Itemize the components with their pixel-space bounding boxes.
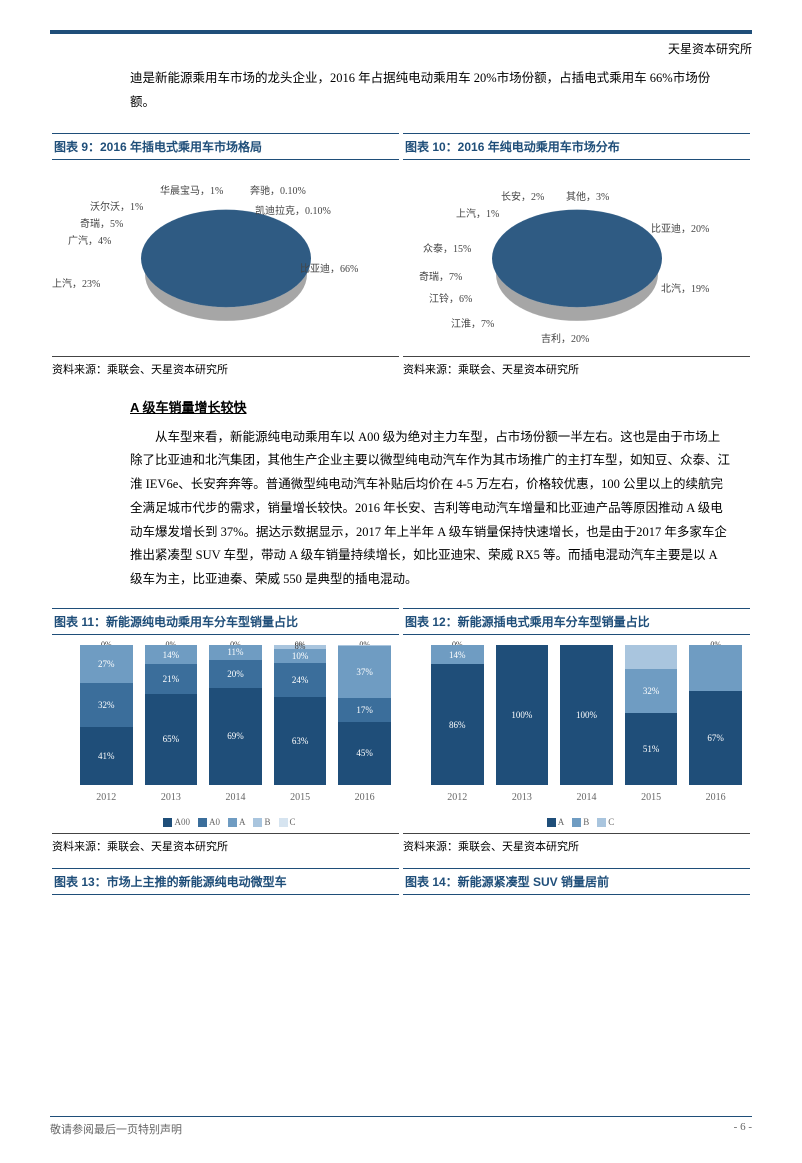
footer: 敬请参阅最后一页特别声明 - 6 - [50, 1116, 752, 1137]
exhibit-14-title: 图表 14：新能源紧凑型 SUV 销量居前 [403, 868, 750, 895]
exhibit-12-source: 资料来源：乘联会、天星资本研究所 [403, 833, 750, 854]
exhibit-11-source: 资料来源：乘联会、天星资本研究所 [52, 833, 399, 854]
exhibit-11-title: 图表 11：新能源纯电动乘用车分车型销量占比 [52, 608, 399, 635]
exhibit-13-title: 图表 13：市场上主推的新能源纯电动微型车 [52, 868, 399, 895]
footer-right: - 6 - [734, 1121, 752, 1137]
exhibit-10-title: 图表 10：2016 年纯电动乘用车市场分布 [403, 133, 750, 160]
exhibit-row-13-14: 图表 13：市场上主推的新能源纯电动微型车 图表 14：新能源紧凑型 SUV 销… [50, 868, 752, 895]
footer-left: 敬请参阅最后一页特别声明 [50, 1121, 182, 1137]
exhibit-10-source: 资料来源：乘联会、天星资本研究所 [403, 356, 750, 377]
org-name: 天星资本研究所 [50, 40, 752, 57]
intro-text: 迪是新能源乘用车市场的龙头企业，2016 年占据纯电动乘用车 20%市场份额，占… [130, 67, 732, 115]
bar-chart-2: 86%14%0%2012100%2013100%201451%32%201567… [401, 635, 752, 815]
pie-chart-1: 比亚迪，66%上汽，23%广汽，4%奇瑞，5%沃尔沃，1%华晨宝马，1%奔驰，0… [50, 160, 401, 350]
bar-chart-1: 41%32%27%0%201265%21%14%0%201369%20%11%0… [50, 635, 401, 815]
bar2-legend: ABC [401, 817, 752, 827]
exhibit-row-bars: 图表 11：新能源纯电动乘用车分车型销量占比 41%32%27%0%201265… [50, 608, 752, 854]
exhibit-9-title: 图表 9：2016 年插电式乘用车市场格局 [52, 133, 399, 160]
header-rule [50, 30, 752, 34]
section-title: A 级车销量增长较快 [130, 397, 732, 416]
exhibit-9-source: 资料来源：乘联会、天星资本研究所 [52, 356, 399, 377]
pie-chart-2: 比亚迪，20%北汽，19%吉利，20%江淮，7%江铃，6%奇瑞，7%众泰，15%… [401, 160, 752, 350]
body-text: 从车型来看，新能源纯电动乘用车以 A00 级为绝对主力车型，占市场份额一半左右。… [130, 426, 732, 592]
exhibit-12-title: 图表 12：新能源插电式乘用车分车型销量占比 [403, 608, 750, 635]
bar1-legend: A00A0ABC [50, 817, 401, 827]
exhibit-row-pies: 图表 9：2016 年插电式乘用车市场格局 比亚迪，66%上汽，23%广汽，4%… [50, 133, 752, 377]
